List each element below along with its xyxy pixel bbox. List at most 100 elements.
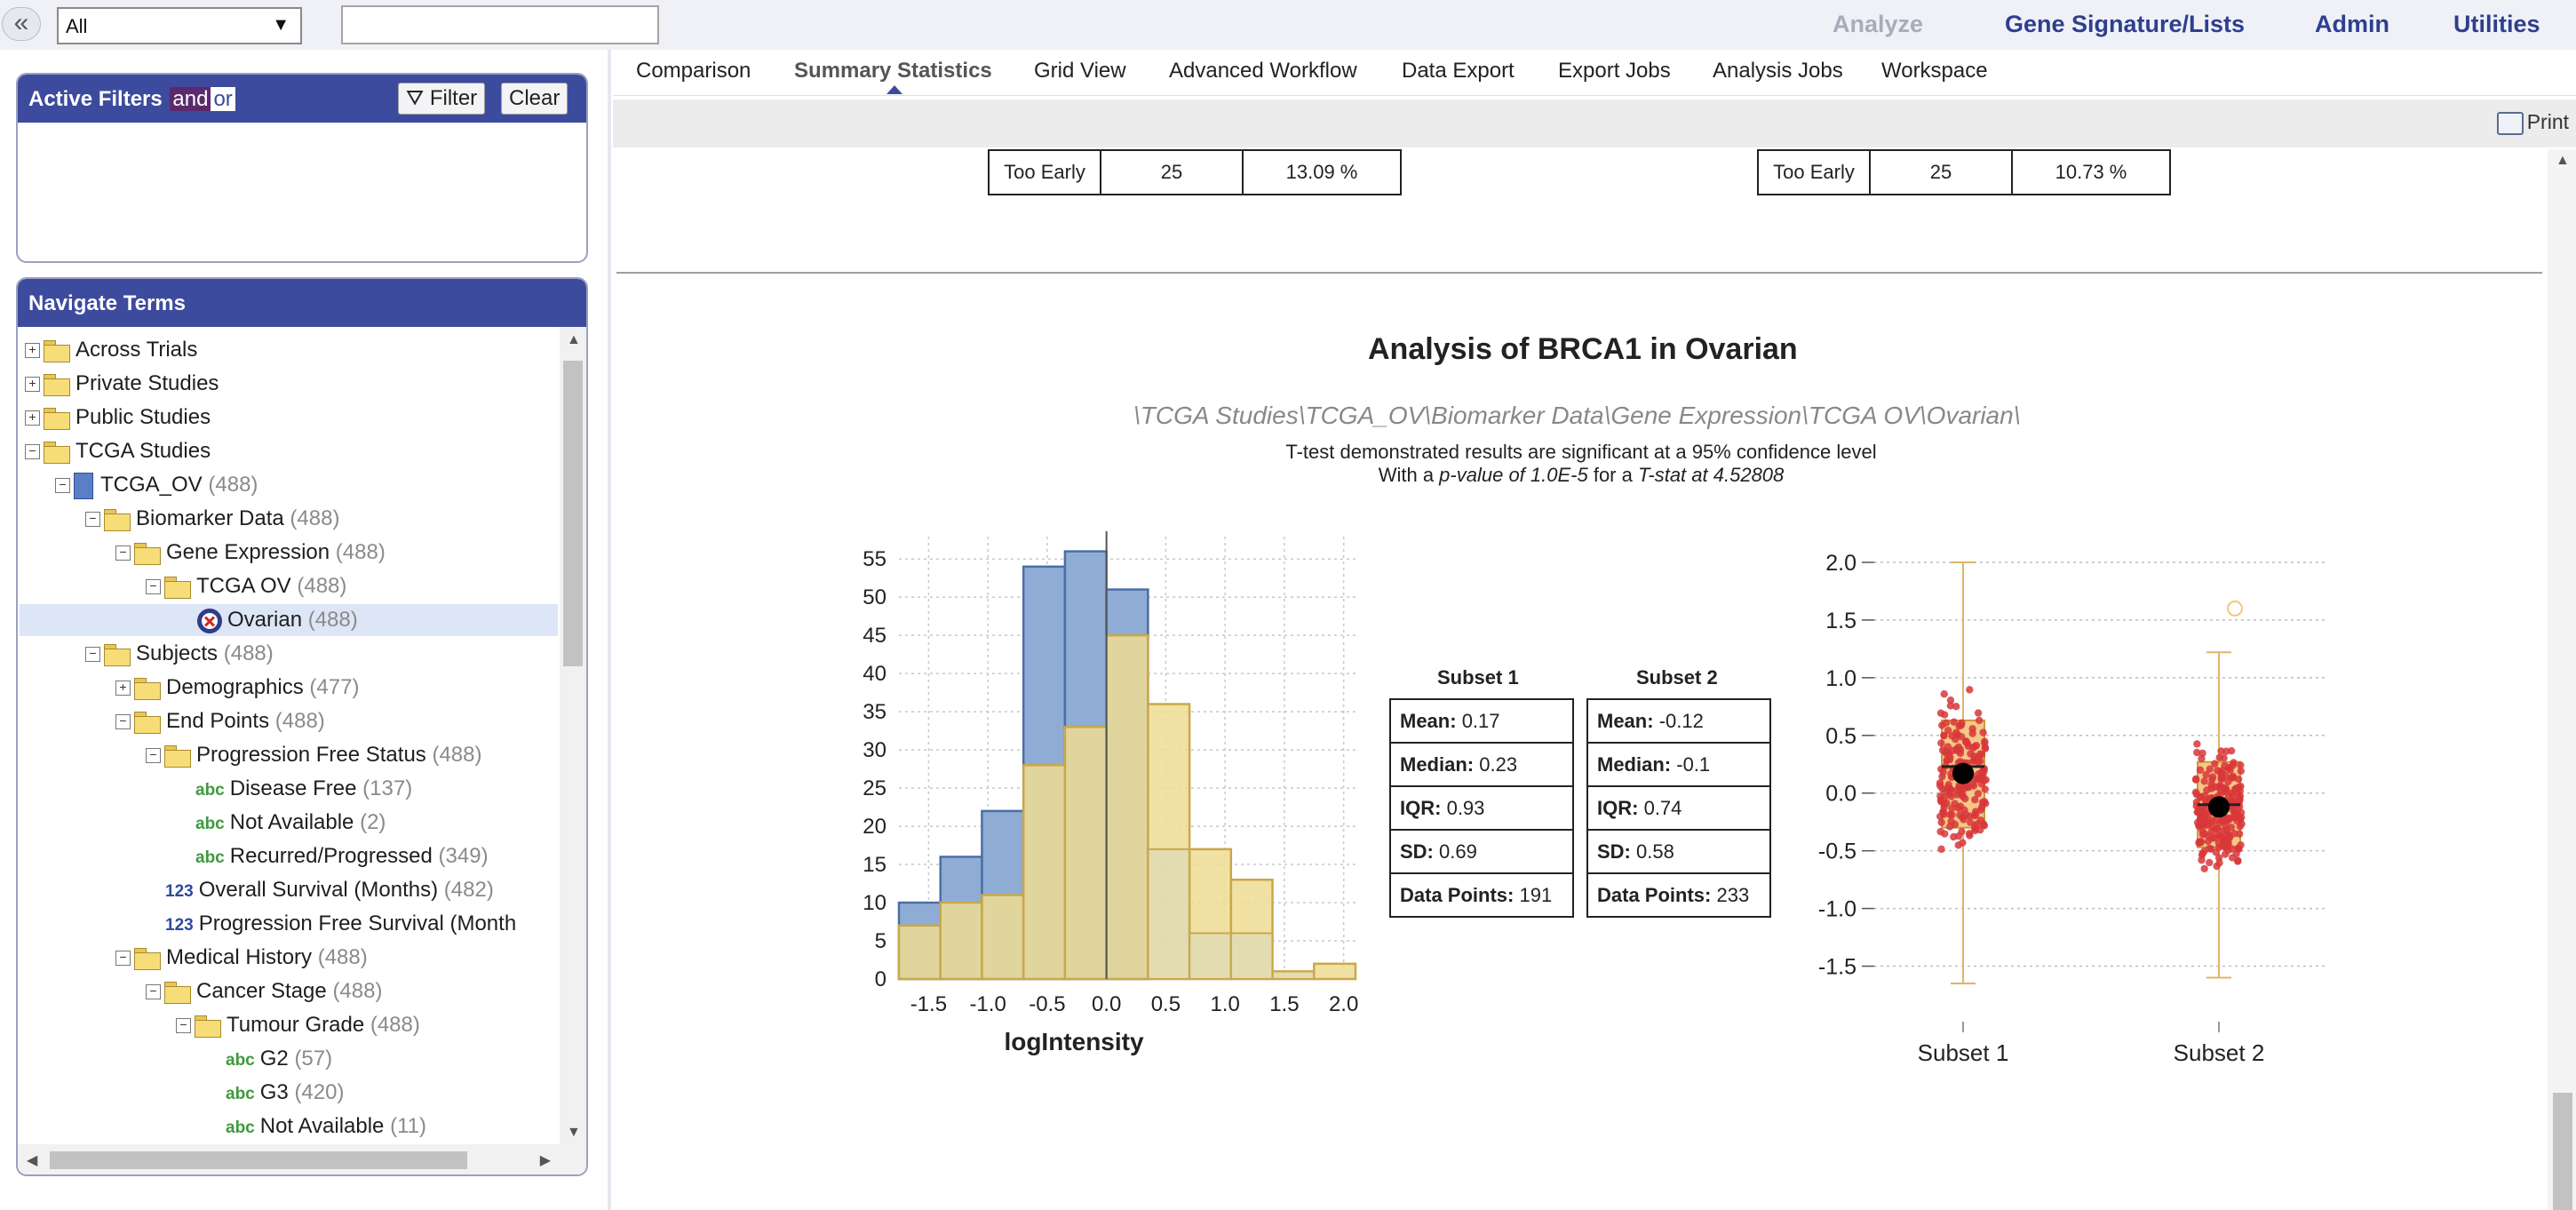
tree-item-across-trials[interactable]: + Across Trials [25,334,197,366]
tree-item-demographics[interactable]: + Demographics (477) [115,672,359,704]
search-input[interactable] [341,5,659,44]
collapse-panel-button[interactable]: « [2,7,41,41]
tree-item-overall-survival[interactable]: 123 Overall Survival (Months) (482) [165,874,494,906]
scroll-up-icon[interactable]: ▲ [2556,153,2570,168]
panel-splitter[interactable] [608,50,611,1210]
stat-value: 0.58 [1636,840,1674,863]
scroll-right-icon[interactable]: ▶ [539,1153,551,1168]
expand-icon[interactable]: + [25,377,40,393]
tree-horizontal-scrollbar[interactable]: ◀ ▶ [18,1144,586,1174]
scroll-left-icon[interactable]: ◀ [27,1153,38,1168]
collapse-icon[interactable]: − [146,579,161,595]
tree-item-label: Demographics [166,675,304,699]
scroll-down-icon[interactable]: ▼ [567,1125,581,1140]
tree-item-disease-free[interactable]: abc Disease Free (137) [195,773,412,805]
tree-horizontal-scroll-thumb[interactable] [50,1151,467,1169]
tree-item-private-studies[interactable]: + Private Studies [25,368,219,400]
tab-data-export[interactable]: Data Export [1402,59,1515,83]
data-point [2236,796,2244,804]
and-or-toggle[interactable]: and or [170,87,235,112]
tab-export-jobs[interactable]: Export Jobs [1558,59,1671,83]
stat-value: 0.17 [1461,709,1500,732]
tree-vertical-scrollbar[interactable]: ▲ ▼ [560,327,586,1144]
x-tick-label: 0.0 [1092,992,1121,1016]
tree-item-tumour-grade[interactable]: − Tumour Grade (488) [176,1009,420,1041]
y-tick-label: -0.5 [1818,840,1856,864]
tab-analysis-jobs[interactable]: Analysis Jobs [1713,59,1843,83]
tree-item-tcga-studies[interactable]: − TCGA Studies [25,435,211,467]
collapse-icon[interactable]: − [115,714,131,730]
collapse-icon[interactable]: − [25,444,40,460]
tree-item-tcga-ov-folder[interactable]: − TCGA OV (488) [146,570,346,602]
tree-vertical-scroll-thumb[interactable] [563,361,583,666]
filter-button[interactable]: ⛛ Filter [398,83,486,115]
tab-comparison[interactable]: Comparison [636,59,751,83]
tree-item-biomarker-data[interactable]: − Biomarker Data (488) [85,503,339,535]
clear-button[interactable]: Clear [501,83,568,115]
collapse-icon[interactable]: − [146,748,161,764]
tree-item-gene-expression[interactable]: − Gene Expression (488) [115,537,386,569]
table-cell: Too Early [1757,149,1871,195]
data-point [1950,718,1958,726]
collapse-icon[interactable]: − [115,951,131,967]
tab-advanced-workflow[interactable]: Advanced Workflow [1169,59,1357,83]
tree-item-g2[interactable]: abc G2 (57) [226,1043,332,1075]
content-vertical-scrollbar[interactable]: ▲ [2548,149,2576,1210]
tree-item-end-points[interactable]: − End Points (488) [115,705,325,737]
data-point [2200,864,2208,872]
active-filters-dropzone[interactable] [18,123,586,261]
p-value-text: p-value of 1.0E-5 [1439,464,1588,486]
stat-value: 0.74 [1643,796,1682,819]
menu-gene-signature-lists[interactable]: Gene Signature/Lists [2005,11,2246,37]
tree-item-progression-free-status[interactable]: − Progression Free Status (488) [146,739,482,771]
or-option[interactable]: or [211,87,235,111]
collapse-icon[interactable]: − [85,512,100,528]
tree-item-recurred-progressed[interactable]: abc Recurred/Progressed (349) [195,840,489,872]
print-button[interactable]: Print [2496,110,2569,135]
search-scope-select[interactable]: All ▼ [57,7,302,44]
menu-analyze[interactable]: Analyze [1833,11,1924,37]
tree-item-cancer-stage[interactable]: − Cancer Stage (488) [146,975,382,1007]
histogram-bar-subset2 [1022,764,1067,981]
table-cell: Too Early [988,149,1101,195]
menu-utilities[interactable]: Utilities [2453,11,2540,37]
numeric-icon: 123 [165,916,194,935]
tree-item-label: Overall Survival (Months) [198,878,439,902]
menu-admin[interactable]: Admin [2315,11,2389,37]
tab-workspace[interactable]: Workspace [1881,59,1988,83]
tab-grid-view[interactable]: Grid View [1034,59,1126,83]
tree-item-medical-history[interactable]: − Medical History (488) [115,942,368,974]
active-filters-panel: Active Filters and or ⛛ Filter Clear [16,73,588,263]
tree-item-tcga-ov[interactable]: − TCGA_OV (488) [55,469,258,501]
expand-icon[interactable]: + [25,343,40,359]
and-option[interactable]: and [170,87,211,111]
chevron-down-icon: ▼ [272,15,290,35]
tree-item-ovarian[interactable]: Ovarian (488) [20,604,558,636]
data-point [1943,756,1952,764]
x-tick-label: 1.5 [1269,992,1299,1016]
expand-icon[interactable]: + [25,410,40,426]
tree-item-subjects[interactable]: − Subjects (488) [85,638,274,670]
tab-summary-statistics[interactable]: Summary Statistics [794,59,992,83]
data-point [2214,854,2223,862]
table-cell: Median: 0.23 [1389,742,1574,787]
collapse-icon[interactable]: − [85,647,100,663]
collapse-icon[interactable]: − [146,984,161,1000]
tree-item-grade-not-available[interactable]: abc Not Available (11) [226,1110,426,1142]
collapse-icon[interactable]: − [115,545,131,561]
y-tick-label: 0.5 [1825,724,1856,749]
tree-item-progression-free-survival[interactable]: 123 Progression Free Survival (Month [165,908,516,940]
collapse-icon[interactable]: − [55,478,70,494]
scroll-up-icon[interactable]: ▲ [567,332,581,347]
tree-item-not-available[interactable]: abc Not Available (2) [195,807,386,839]
tree-item-g3[interactable]: abc G3 (420) [226,1077,344,1109]
collapse-icon[interactable]: − [176,1018,191,1034]
histogram-bar-overlap [1147,848,1191,980]
content-scroll-thumb[interactable] [2553,1093,2572,1210]
data-point [2207,827,2215,836]
tree-item-public-studies[interactable]: + Public Studies [25,402,211,434]
stat-value: -0.1 [1676,752,1711,776]
mean-marker [2208,796,2230,818]
expand-icon[interactable]: + [115,681,131,697]
data-point [2207,816,2216,824]
